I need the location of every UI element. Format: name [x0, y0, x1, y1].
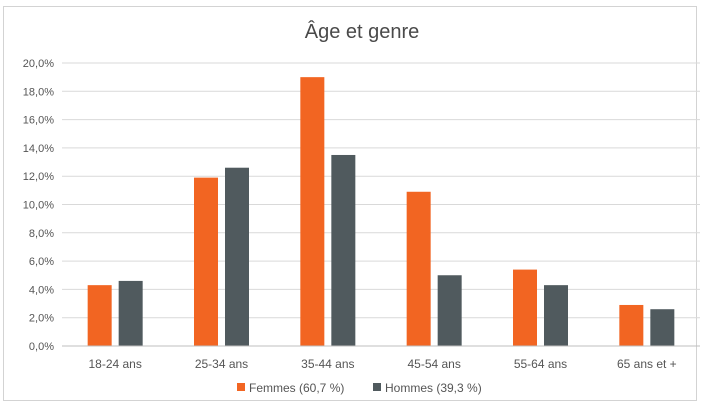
y-tick-label: 20,0% — [23, 58, 54, 70]
legend: Femmes (60,7 %) Hommes (39,3 %) — [237, 381, 482, 395]
chart-title: Âge et genre — [305, 20, 420, 43]
bar-femmes-1 — [194, 177, 218, 346]
x-axis-labels: 18-24 ans 25-34 ans 35-44 ans 45-54 ans 55-6… — [88, 357, 676, 371]
x-category-label: 25-34 ans — [195, 357, 248, 371]
y-tick-label: 8,0% — [29, 228, 54, 240]
bar-femmes-4 — [513, 269, 537, 346]
bar-femmes-2 — [300, 77, 325, 347]
x-category-label: 35-44 ans — [301, 357, 354, 371]
y-tick-label: 0,0% — [29, 341, 54, 353]
y-tick-label: 18,0% — [23, 86, 54, 98]
legend-label-femmes: Femmes (60,7 %) — [249, 381, 344, 395]
gridlines — [62, 62, 700, 347]
legend-swatch-hommes — [373, 383, 381, 391]
bars — [87, 77, 675, 347]
x-category-label: 65 ans et + — [617, 357, 677, 371]
bar-femmes-0 — [87, 285, 112, 346]
bar-femmes-5 — [619, 304, 644, 346]
y-tick-label: 14,0% — [23, 143, 54, 155]
x-category-label: 45-54 ans — [407, 357, 460, 371]
y-tick-label: 4,0% — [29, 284, 54, 296]
y-tick-label: 10,0% — [23, 200, 54, 212]
bar-hommes-0 — [118, 280, 143, 346]
legend-label-hommes: Hommes (39,3 %) — [385, 381, 482, 395]
y-tick-label: 12,0% — [23, 171, 54, 183]
bar-hommes-5 — [650, 309, 675, 346]
y-tick-label: 16,0% — [23, 115, 54, 127]
legend-swatch-femmes — [237, 383, 245, 391]
x-category-label: 55-64 ans — [514, 357, 567, 371]
y-axis-ticks: 0,0% 2,0% 4,0% 6,0% 8,0% 10,0% 12,0% 14,0% 16,0%… — [23, 58, 54, 353]
y-tick-label: 2,0% — [29, 313, 54, 325]
bar-hommes-3 — [437, 275, 462, 346]
bar-femmes-3 — [406, 191, 431, 346]
bar-hommes-2 — [331, 154, 356, 346]
x-category-label: 18-24 ans — [88, 357, 141, 371]
y-tick-label: 6,0% — [29, 256, 54, 268]
bar-hommes-4 — [544, 285, 568, 346]
bar-hommes-1 — [225, 167, 249, 346]
